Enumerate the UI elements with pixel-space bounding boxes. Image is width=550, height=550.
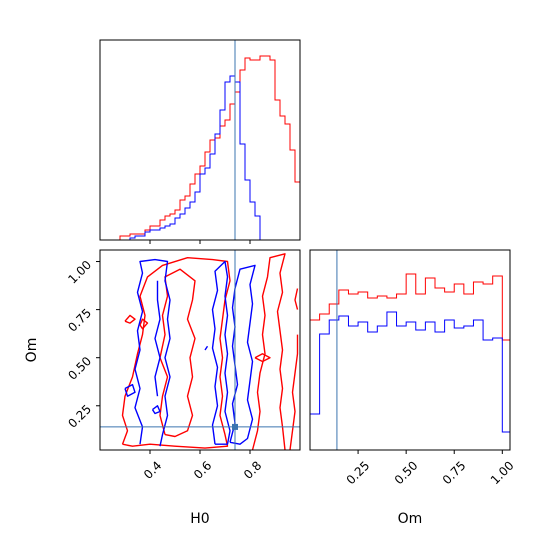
contour-line-sample_a xyxy=(251,253,286,450)
contour-x-tick-label: 0.6 xyxy=(191,458,214,481)
hist-om-ticks: 0.25 0.50 0.75 1.00 xyxy=(344,450,517,487)
hist-om-series-group xyxy=(310,273,510,450)
hist-om-x-tick-label: 0.75 xyxy=(440,458,469,487)
contour-line-sample_b xyxy=(151,405,161,415)
contour-y-tick-label: 0.25 xyxy=(65,402,94,431)
contour-line-sample_a xyxy=(139,318,149,330)
contour-line-sample_a xyxy=(254,353,271,363)
hist-om-series-sample_b xyxy=(310,311,510,450)
contour-line-sample_a xyxy=(289,334,299,450)
y-axis-title-om: Om xyxy=(24,338,40,363)
contour-y-tick-label: 0.50 xyxy=(65,354,94,383)
hist-h0-series-sample_b xyxy=(120,75,300,240)
contour-x-tick-label: 0.4 xyxy=(141,458,164,481)
hist-om-x-tick-label: 1.00 xyxy=(488,458,517,487)
contour-line-sample_b xyxy=(211,260,231,445)
contour-series-group xyxy=(121,253,299,450)
hist-h0-series-group xyxy=(119,55,300,240)
hist-om-series-sample_a xyxy=(310,273,510,450)
contour-frame xyxy=(99,249,301,451)
hist-h0-panel xyxy=(99,39,301,244)
hist-h0-frame xyxy=(99,39,301,241)
hist-h0-ticks xyxy=(149,240,251,244)
contour-line-sample_a xyxy=(121,257,231,449)
contour-line-sample_a xyxy=(159,268,196,438)
x-axis-title-om: Om xyxy=(398,511,423,527)
contour-x-tick-label: 0.8 xyxy=(241,458,264,481)
hist-om-x-tick-label: 0.25 xyxy=(344,458,373,487)
contour-line-sample_b xyxy=(134,258,171,447)
hist-om-frame xyxy=(309,249,511,451)
hist-h0-series-sample_a xyxy=(119,55,300,240)
hist-om-panel: 0.25 0.50 0.75 1.00 Om xyxy=(309,249,517,527)
contour-line-sample_b xyxy=(154,280,161,397)
contour-line-sample_b xyxy=(229,264,256,445)
contour-line-sample_b xyxy=(124,383,136,397)
contour-line-sample_a xyxy=(124,314,136,324)
contour-line-sample_b xyxy=(204,345,209,351)
contour-panel: 0.4 0.6 0.8 0.25 0.50 0.75 1.00 H0 Om xyxy=(24,249,301,527)
x-axis-title-h0: H0 xyxy=(190,511,209,527)
contour-y-tick-label: 1.00 xyxy=(65,258,94,287)
truth-marker xyxy=(232,423,238,430)
hist-om-x-tick-label: 0.50 xyxy=(392,458,421,487)
contour-y-tick-label: 0.75 xyxy=(65,306,94,335)
contour-line-sample_a xyxy=(294,288,299,310)
